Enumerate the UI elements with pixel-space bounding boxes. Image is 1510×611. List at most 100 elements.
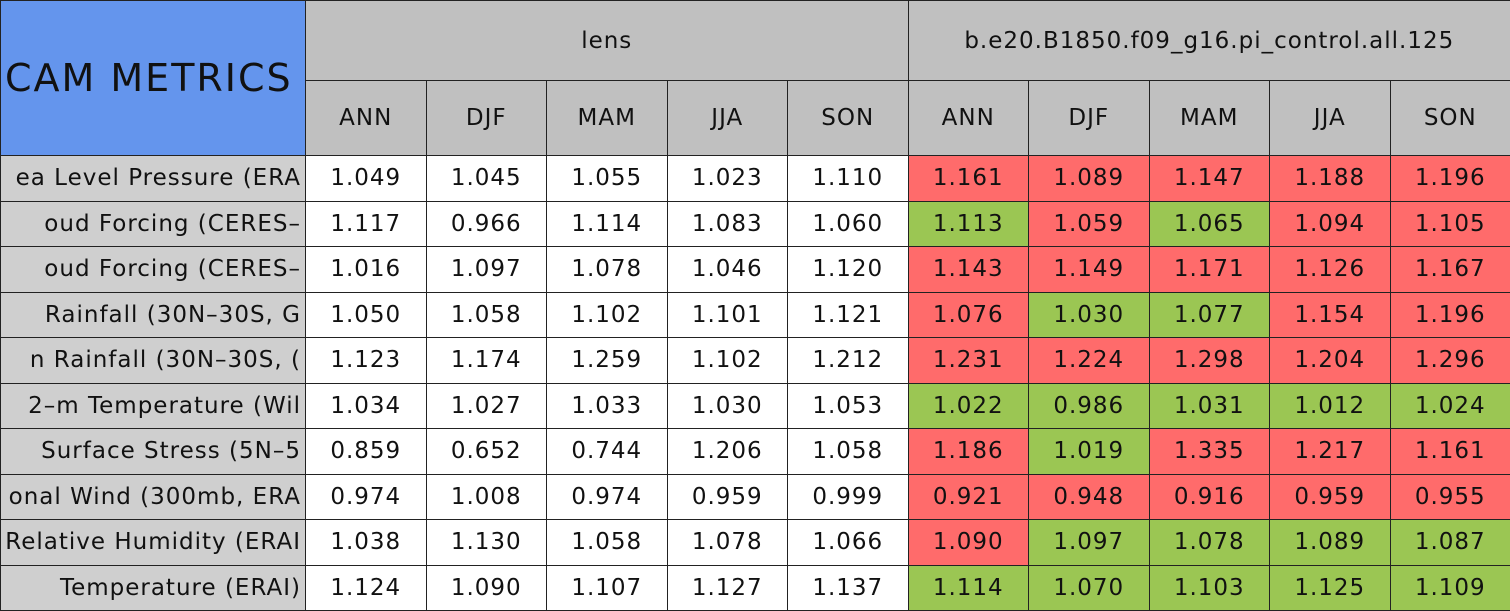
metric-cell: 1.065 (1148, 200, 1270, 247)
metric-cell: 1.083 (666, 200, 788, 247)
metric-cell: 1.038 (305, 519, 427, 566)
metric-cell: 1.050 (305, 291, 427, 338)
metric-cell: 1.143 (907, 246, 1029, 293)
metric-cell: 0.974 (305, 473, 427, 520)
metric-cell: 1.125 (1269, 564, 1391, 611)
metric-cell: 1.078 (1148, 519, 1270, 566)
season-header: MAM (1148, 80, 1270, 156)
metric-cell: 1.174 (425, 337, 547, 384)
metric-cell: 1.149 (1028, 246, 1150, 293)
metric-cell: 1.034 (305, 382, 427, 429)
metric-cell: 1.070 (1028, 564, 1150, 611)
metric-cell: 1.167 (1389, 246, 1510, 293)
table-row: onal Wind (300mb, ERA 0.974 1.008 0.974 0.95… (0, 473, 1510, 520)
metric-cell: 1.296 (1389, 337, 1510, 384)
metric-cell: 1.058 (787, 428, 909, 475)
group-header-row: CAM METRICS lens b.e20.B1850.f09_g16.pi_c… (0, 0, 1510, 156)
metric-cell: 1.114 (907, 564, 1029, 611)
season-header: ANN (907, 80, 1029, 156)
season-header: ANN (305, 80, 427, 156)
metric-cell: 1.102 (546, 291, 668, 338)
metric-cell: 1.089 (1269, 519, 1391, 566)
metric-cell: 1.120 (787, 246, 909, 293)
metric-cell: 1.110 (787, 155, 909, 202)
metric-cell: 1.147 (1148, 155, 1270, 202)
metric-cell: 1.090 (425, 564, 547, 611)
row-label: n Rainfall (30N–30S, ( (0, 337, 306, 384)
metric-cell: 1.077 (1148, 291, 1270, 338)
season-header: MAM (546, 80, 668, 156)
table-body: ea Level Pressure (ERA 1.049 1.045 1.055 1.0… (0, 155, 1510, 611)
row-label: Relative Humidity (ERAI (0, 519, 306, 566)
metric-cell: 1.117 (305, 200, 427, 247)
table-row: oud Forcing (CERES– 1.117 0.966 1.114 1.083 1… (0, 200, 1510, 247)
row-label: onal Wind (300mb, ERA (0, 473, 306, 520)
metric-cell: 0.921 (907, 473, 1029, 520)
metric-cell: 1.123 (305, 337, 427, 384)
metric-cell: 1.030 (666, 382, 788, 429)
row-label: Rainfall (30N–30S, G (0, 291, 306, 338)
table-row: n Rainfall (30N–30S, (1.123 1.174 1.259 1.1… (0, 337, 1510, 384)
metric-cell: 0.959 (666, 473, 788, 520)
metric-cell: 1.107 (546, 564, 668, 611)
metric-cell: 0.652 (425, 428, 547, 475)
row-label: Temperature (ERAI) (0, 564, 306, 611)
metric-cell: 1.022 (907, 382, 1029, 429)
metric-cell: 1.059 (1028, 200, 1150, 247)
table-row: Relative Humidity (ERAI 1.038 1.130 1.058 1.… (0, 519, 1510, 566)
metric-cell: 1.121 (787, 291, 909, 338)
metric-cell: 1.130 (425, 519, 547, 566)
metric-cell: 1.217 (1269, 428, 1391, 475)
metric-cell: 1.259 (546, 337, 668, 384)
metric-cell: 1.058 (425, 291, 547, 338)
metric-cell: 1.019 (1028, 428, 1150, 475)
metric-cell: 1.031 (1148, 382, 1270, 429)
metric-cell: 1.113 (907, 200, 1029, 247)
metric-cell: 1.049 (305, 155, 427, 202)
table-row: Surface Stress (5N–5 0.859 0.652 0.744 1.206… (0, 428, 1510, 475)
metric-cell: 1.196 (1389, 155, 1510, 202)
metric-cell: 1.078 (546, 246, 668, 293)
metric-cell: 1.008 (425, 473, 547, 520)
metric-cell: 1.023 (666, 155, 788, 202)
metric-cell: 1.016 (305, 246, 427, 293)
metric-cell: 0.859 (305, 428, 427, 475)
metric-cell: 1.231 (907, 337, 1029, 384)
metric-cell: 1.030 (1028, 291, 1150, 338)
metric-cell: 1.161 (907, 155, 1029, 202)
metric-cell: 1.171 (1148, 246, 1270, 293)
table-row: Temperature (ERAI) 1.124 1.090 1.107 1.127 1.… (0, 564, 1510, 611)
table-row: 2–m Temperature (Wil 1.034 1.027 1.033 1.030… (0, 382, 1510, 429)
metric-cell: 0.966 (425, 200, 547, 247)
metric-cell: 1.298 (1148, 337, 1270, 384)
metric-cell: 0.986 (1028, 382, 1150, 429)
table-row: Rainfall (30N–30S, G 1.050 1.058 1.102 1.101… (0, 291, 1510, 338)
metric-cell: 1.066 (787, 519, 909, 566)
metric-cell: 0.959 (1269, 473, 1391, 520)
metric-cell: 1.224 (1028, 337, 1150, 384)
metric-cell: 1.027 (425, 382, 547, 429)
season-header: DJF (425, 80, 547, 156)
row-label: Surface Stress (5N–5 (0, 428, 306, 475)
row-label: oud Forcing (CERES– (0, 200, 306, 247)
metric-cell: 1.212 (787, 337, 909, 384)
metric-cell: 1.024 (1389, 382, 1510, 429)
metric-cell: 1.335 (1148, 428, 1270, 475)
metric-cell: 1.087 (1389, 519, 1510, 566)
metric-cell: 0.744 (546, 428, 668, 475)
metric-cell: 0.916 (1148, 473, 1270, 520)
metric-cell: 0.974 (546, 473, 668, 520)
metric-cell: 1.046 (666, 246, 788, 293)
season-header: JJA (1269, 80, 1391, 156)
metric-cell: 1.094 (1269, 200, 1391, 247)
metric-cell: 1.097 (425, 246, 547, 293)
season-header: DJF (1028, 80, 1150, 156)
metric-cell: 1.154 (1269, 291, 1391, 338)
row-label: ea Level Pressure (ERA (0, 155, 306, 202)
metric-cell: 1.076 (907, 291, 1029, 338)
metric-cell: 1.196 (1389, 291, 1510, 338)
season-header: SON (1389, 80, 1510, 156)
metric-cell: 1.012 (1269, 382, 1391, 429)
metric-cell: 1.188 (1269, 155, 1391, 202)
metric-cell: 1.102 (666, 337, 788, 384)
